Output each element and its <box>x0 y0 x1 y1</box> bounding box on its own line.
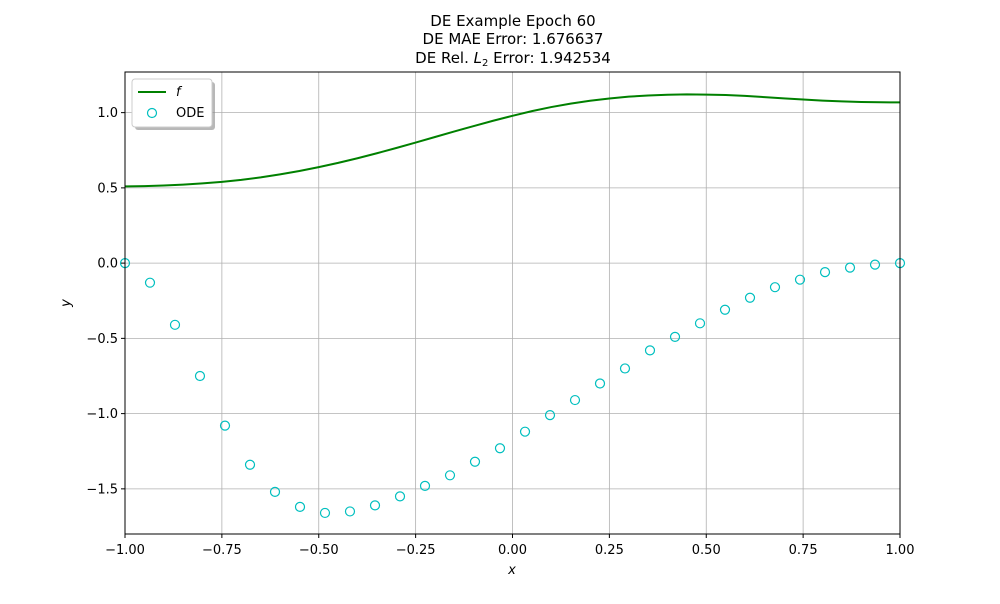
x-tick-label-8: 1.00 <box>886 543 915 558</box>
series-point-ODE-18 <box>569 394 581 406</box>
series-point-ODE-28 <box>819 267 831 278</box>
y-tick-label-0: −1.5 <box>86 482 118 497</box>
series-point-ODE-25 <box>744 292 756 303</box>
series-point-ODE-11 <box>394 491 406 502</box>
series-point-ODE-26 <box>769 282 781 293</box>
title-l2-prefix: DE Rel. <box>415 49 473 67</box>
series-point-ODE-2 <box>169 319 181 330</box>
y-tick-label-3: 0.0 <box>97 257 118 272</box>
y-tick-label-1: −1.0 <box>86 407 118 422</box>
series-point-ODE-30 <box>869 259 881 270</box>
series-point-ODE-10 <box>369 500 381 511</box>
series-point-ODE-12 <box>419 480 431 491</box>
series-layer <box>119 93 906 519</box>
x-tick-label-4: 0.00 <box>498 543 527 558</box>
series-point-ODE-27 <box>794 274 806 285</box>
y-axis-label: y <box>59 299 74 308</box>
legend-ode-label: ODE <box>176 106 204 121</box>
x-tick-label-7: 0.75 <box>789 543 818 558</box>
y-tick-label-4: 0.5 <box>97 181 118 196</box>
x-axis-label: x <box>507 563 516 578</box>
series-point-ODE-21 <box>644 345 656 356</box>
series-point-ODE-29 <box>844 262 856 273</box>
series-point-ODE-5 <box>244 459 256 470</box>
y-tick-label-2: −0.5 <box>86 332 118 347</box>
legend-f-label: f <box>176 85 183 100</box>
title-l2-suffix: Error: 1.942534 <box>488 49 610 67</box>
x-tick-label-6: 0.50 <box>692 543 721 558</box>
x-tick-label-5: 0.25 <box>595 543 624 558</box>
series-point-ODE-20 <box>619 363 631 374</box>
series-point-ODE-13 <box>444 470 456 481</box>
series-point-ODE-7 <box>294 501 306 513</box>
series-point-ODE-6 <box>269 486 281 497</box>
y-axis-ticks: −1.5 −1.0 −0.5 0.0 0.5 1.0 <box>86 106 125 497</box>
series-point-ODE-16 <box>519 426 531 437</box>
series-point-ODE-4 <box>219 420 231 431</box>
series-point-ODE-14 <box>469 456 481 467</box>
chart-title-line-3: DE Rel. L2 Error: 1.942534 <box>415 49 611 69</box>
series-point-ODE-17 <box>544 410 556 421</box>
y-tick-label-5: 1.0 <box>97 106 118 121</box>
chart-title-line-2: DE MAE Error: 1.676637 <box>423 30 604 48</box>
grid <box>124 72 901 534</box>
title-l2-subscript: 2 <box>482 58 488 69</box>
series-line-f <box>124 93 901 188</box>
series-point-ODE-3 <box>194 370 206 382</box>
chart-title-line-1: DE Example Epoch 60 <box>430 12 595 30</box>
series-point-ODE-8 <box>319 507 331 519</box>
series-point-ODE-19 <box>594 378 606 389</box>
series-point-ODE-24 <box>719 304 731 315</box>
x-tick-label-1: −0.75 <box>202 543 242 558</box>
series-point-ODE-15 <box>494 443 506 454</box>
legend-ode-swatch <box>146 107 158 119</box>
series-point-ODE-22 <box>669 331 681 342</box>
x-tick-label-2: −0.50 <box>299 543 339 558</box>
legend: f ODE <box>131 78 215 130</box>
series-point-ODE-23 <box>694 318 706 329</box>
title-l2-symbol: L <box>474 49 482 67</box>
series-point-ODE-1 <box>144 277 156 288</box>
x-axis-ticks: −1.00 −0.75 −0.50 −0.25 0.00 0.25 0.50 0.75 1.00 <box>105 534 914 558</box>
series-point-ODE-9 <box>344 506 356 517</box>
x-tick-label-0: −1.00 <box>105 543 145 558</box>
x-tick-label-3: −0.25 <box>396 543 436 558</box>
